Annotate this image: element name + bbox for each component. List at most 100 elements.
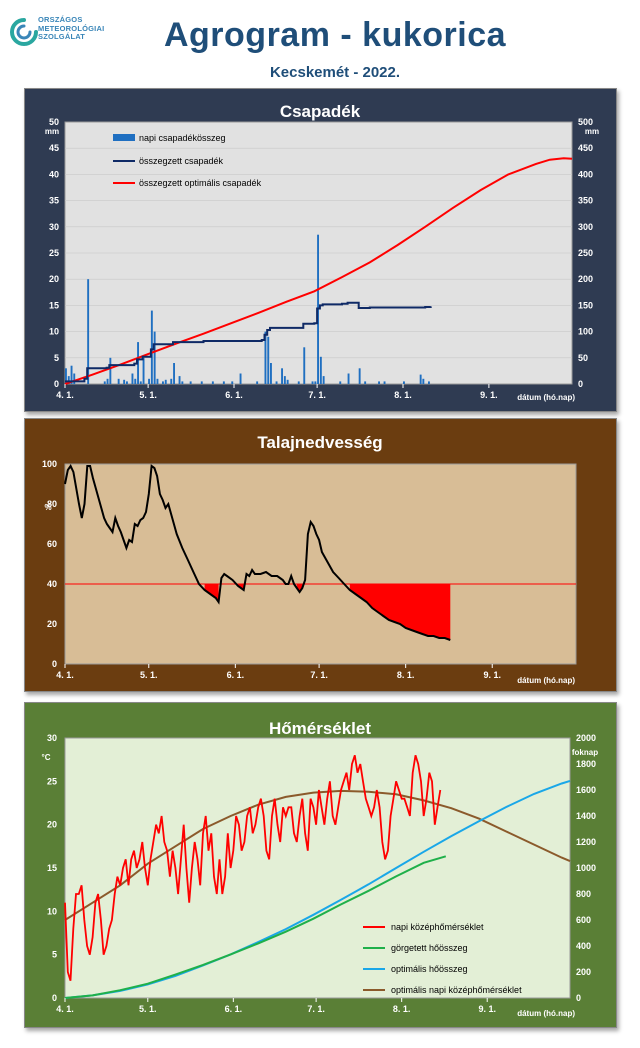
y-tick-label: 0 [52, 659, 57, 669]
y-tick-label-right: 50 [578, 353, 588, 363]
precip-bar [173, 363, 175, 384]
y-tick-label-left: 25 [47, 776, 57, 786]
x-tick-label: 5. 1. [140, 670, 158, 680]
y-tick-label-right: 200 [576, 967, 591, 977]
precip-bar [378, 381, 380, 384]
y-tick-label-left: 30 [49, 222, 59, 232]
plot-area [64, 463, 577, 665]
legend-item-rolling: görgetett hőösszeg [391, 943, 468, 953]
y-tick-label: 100 [42, 459, 57, 469]
y-tick-label-right: 1200 [576, 837, 596, 847]
y-tick-label-left: 15 [49, 300, 59, 310]
precip-bar [164, 379, 167, 384]
precip-bar [65, 368, 67, 384]
x-tick-label: 8. 1. [394, 390, 412, 400]
precip-bar [211, 381, 214, 384]
precip-bar [275, 381, 278, 384]
cumulative-precip-line [65, 301, 432, 383]
precip-bar [364, 381, 367, 384]
logo-line-2: METEOROLÓGIAI [38, 23, 105, 33]
precip-bar [117, 378, 120, 384]
x-tick-label: 8. 1. [393, 1004, 411, 1014]
y-tick-label-right: 350 [578, 196, 593, 206]
precipitation-panel: Csapadék 0 5 10 15 20 25 30 35 40 45 50 0 50 100 150 20… [24, 88, 617, 412]
precip-bar [106, 378, 109, 384]
y-tick-label-right: 1400 [576, 811, 596, 821]
precip-bar [286, 379, 289, 384]
y-tick-label-right: 200 [578, 274, 593, 284]
y-tick-label-right: 450 [578, 143, 593, 153]
y-tick-label: 40 [47, 579, 57, 589]
precip-bar [311, 381, 314, 384]
precip-bar [87, 279, 90, 384]
precip-bar [123, 379, 126, 384]
y-tick-label-left: 5 [52, 950, 57, 960]
precip-bar [283, 376, 286, 384]
precip-bar [73, 373, 76, 384]
precip-bar [178, 376, 181, 384]
y-tick-label-left: 20 [49, 274, 59, 284]
precip-bar [134, 378, 137, 384]
y-tick-label-left: 10 [49, 327, 59, 337]
precip-bar [358, 368, 361, 384]
precip-bar [239, 373, 242, 384]
x-tick-label: 5. 1. [139, 1004, 157, 1014]
precip-bar [139, 381, 142, 384]
legend-item-optimal: összegzett optimális csapadék [139, 178, 262, 188]
rolling-heat-sum-line [64, 855, 447, 999]
page-title: Agrogram - kukorica [163, 16, 507, 54]
legend-item-optimal-daily: optimális napi középhőmérséklet [391, 985, 522, 995]
legend-item-daily: napi középhőmérséklet [391, 922, 484, 932]
precip-bar [222, 381, 225, 384]
x-tick-label: 4. 1. [56, 1004, 74, 1014]
x-axis-label: dátum (hó.nap) [517, 676, 575, 685]
soil-moisture-line [64, 464, 451, 641]
precip-bar [200, 381, 203, 384]
y-tick-label-left: 0 [52, 993, 57, 1003]
y-tick-label-right: 150 [578, 300, 593, 310]
soil-moisture-chart: Talajnedvesség 0 20 40 60 80 100 4. 1. 5. 1. 6. … [42, 433, 577, 685]
y-tick-label-right: 1600 [576, 785, 596, 795]
precip-bar [231, 381, 234, 384]
precip-bar [264, 331, 267, 384]
y-tick-label: 80 [47, 499, 57, 509]
precip-bar [67, 376, 70, 384]
precip-bar [103, 381, 106, 384]
y-tick-label-right: 0 [576, 993, 581, 1003]
plot-area [64, 737, 571, 999]
x-tick-label: 7. 1. [307, 1004, 325, 1014]
legend: napi csapadékösszeg összegzett csapadék … [113, 133, 262, 188]
logo-line-3: SZOLGÁLAT [38, 32, 86, 41]
precip-bar [347, 373, 350, 384]
x-tick-label: 9. 1. [480, 390, 498, 400]
legend-item-optimal-sum: optimális hőösszeg [391, 964, 468, 974]
precip-bar [267, 336, 270, 384]
precip-bar [403, 381, 405, 384]
x-tick-label: 9. 1. [483, 670, 501, 680]
y-tick-label-left: 10 [47, 906, 57, 916]
legend: napi középhőmérséklet görgetett hőösszeg… [363, 922, 522, 995]
x-tick-label: 7. 1. [308, 390, 326, 400]
precip-bar [419, 374, 422, 384]
header: ORSZÁGOS METEOROLÓGIAI SZOLGÁLAT Agrogra… [0, 0, 640, 85]
y-tick-label: 20 [47, 619, 57, 629]
temperature-panel: Hőmérséklet 0 5 10 15 20 25 30 0 200 400 600 800 100… [24, 702, 617, 1028]
soil-moisture-panel: Talajnedvesség 0 20 40 60 80 100 4. 1. 5. 1. 6. … [24, 418, 617, 692]
precip-bar [339, 381, 342, 384]
x-tick-label: 6. 1. [225, 1004, 243, 1014]
precip-bar [322, 376, 325, 384]
legend-item-daily: napi csapadékösszeg [139, 133, 226, 143]
x-axis-label: dátum (hó.nap) [517, 1009, 575, 1018]
y-tick-label-right: 400 [578, 169, 593, 179]
y-tick-label-left: 35 [49, 196, 59, 206]
precip-bar [70, 365, 73, 384]
y-tick-label-right: 1000 [576, 863, 596, 873]
y-tick-label-left: 25 [49, 248, 59, 258]
x-tick-label: 9. 1. [478, 1004, 496, 1014]
precipitation-chart: Csapadék 0510152025303540455005010015020… [45, 102, 599, 402]
optimal-daily-temp-line [64, 789, 571, 921]
precip-bar [428, 381, 430, 384]
precip-bar [153, 331, 156, 384]
precip-bar [314, 381, 317, 384]
y-tick-label: 60 [47, 539, 57, 549]
